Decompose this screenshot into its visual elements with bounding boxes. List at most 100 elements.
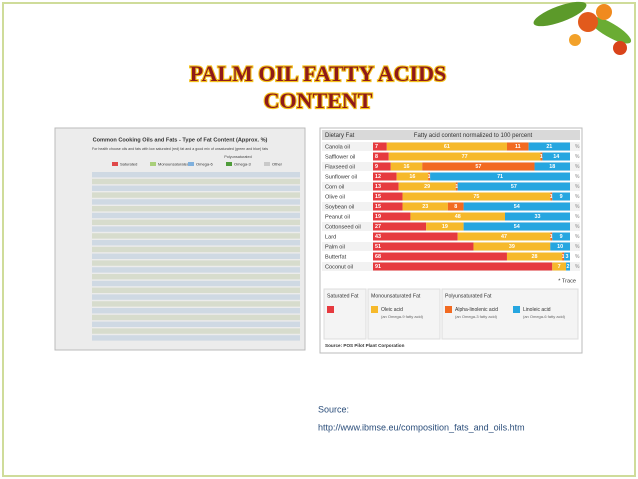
legend-swatch bbox=[188, 162, 194, 166]
value-label: 10 bbox=[557, 244, 563, 250]
legend-label: Monounsaturated bbox=[158, 162, 189, 167]
row-band bbox=[92, 253, 300, 259]
unit-label: % bbox=[575, 254, 580, 260]
row-band bbox=[92, 301, 300, 307]
value-label: 8 bbox=[454, 204, 457, 210]
category-label: Lard bbox=[325, 234, 336, 240]
legend-label: Omega-3 bbox=[234, 162, 251, 167]
row-band bbox=[92, 199, 300, 205]
title-line: CONTENT bbox=[264, 88, 373, 113]
bar-segment bbox=[373, 142, 387, 151]
value-label: 1 bbox=[550, 194, 553, 200]
legend-label: Saturated bbox=[120, 162, 137, 167]
row-band bbox=[92, 328, 300, 334]
legend-label: Oleic acid bbox=[381, 307, 403, 313]
bar-segment bbox=[562, 252, 565, 261]
bar-segment bbox=[402, 202, 448, 211]
bar-segment bbox=[566, 262, 570, 271]
right-chart-image: Dietary Fat Fatty acid content normalized… bbox=[319, 127, 583, 354]
left-chart-image: Common Cooking Oils and Fats - Type of F… bbox=[54, 127, 306, 351]
value-label: 1 bbox=[455, 184, 458, 190]
trace-note: * Trace bbox=[558, 278, 576, 284]
image-title: Common Cooking Oils and Fats - Type of F… bbox=[93, 137, 268, 143]
header-left: Dietary Fat bbox=[325, 133, 355, 139]
bar-segment bbox=[457, 232, 551, 241]
value-label: 16 bbox=[403, 164, 409, 170]
bar-segment bbox=[402, 192, 551, 201]
legend-note: (an Omega-9 fatty acid) bbox=[381, 314, 424, 319]
bar-segment bbox=[463, 222, 570, 231]
value-label: 23 bbox=[422, 204, 428, 210]
row-band bbox=[92, 287, 300, 293]
legend-label: Omega-6 bbox=[196, 162, 213, 167]
chart-source: Source: POS Pilot Plant Corporation bbox=[325, 343, 405, 348]
value-label: 8 bbox=[375, 154, 378, 160]
value-label: 15 bbox=[375, 194, 381, 200]
legend-group-title: Polyunsaturated Fat bbox=[445, 293, 492, 299]
row-band bbox=[92, 178, 300, 185]
value-label: 18 bbox=[549, 164, 555, 170]
bar-segment bbox=[550, 192, 553, 201]
header-bg bbox=[322, 130, 580, 140]
unit-label: % bbox=[575, 184, 580, 190]
legend-swatch bbox=[150, 162, 156, 166]
legend-box bbox=[367, 288, 441, 340]
value-label: 54 bbox=[514, 204, 520, 210]
legend-swatch bbox=[327, 306, 334, 313]
legend-box bbox=[323, 288, 367, 340]
bar-segment bbox=[373, 202, 403, 211]
bar-segment bbox=[534, 162, 570, 171]
bar-segment bbox=[426, 222, 464, 231]
value-label: 12 bbox=[375, 174, 381, 180]
legend-swatch bbox=[112, 162, 118, 166]
value-label: 43 bbox=[375, 234, 381, 240]
row-band bbox=[92, 212, 300, 219]
unit-label: % bbox=[575, 214, 580, 220]
bar-segment bbox=[550, 232, 553, 241]
unit-label: % bbox=[575, 194, 580, 200]
unit-label: % bbox=[575, 154, 580, 160]
value-label: 33 bbox=[534, 214, 540, 220]
bar-segment bbox=[455, 182, 458, 191]
value-label: 15 bbox=[375, 204, 381, 210]
bar-segment bbox=[373, 162, 391, 171]
value-label: 21 bbox=[546, 144, 552, 150]
value-label: 48 bbox=[455, 214, 461, 220]
legend-group: Polyunsaturated bbox=[224, 155, 251, 159]
bar-segment bbox=[506, 252, 563, 261]
bar-segment bbox=[373, 262, 553, 271]
row-band bbox=[92, 240, 300, 246]
category-label: Sunflower oil bbox=[325, 174, 357, 180]
legend-label: Linoleic acid bbox=[523, 307, 551, 313]
value-label: 7 bbox=[558, 264, 561, 270]
bar-segment bbox=[447, 202, 464, 211]
bar-segment bbox=[428, 172, 431, 181]
value-label: 1 bbox=[550, 234, 553, 240]
value-label: 75 bbox=[473, 194, 479, 200]
unit-label: % bbox=[575, 204, 580, 210]
value-label: 2 bbox=[567, 264, 570, 270]
bar-segment bbox=[390, 162, 423, 171]
value-label: 1 bbox=[562, 254, 565, 260]
row-band bbox=[92, 233, 300, 239]
bar-segment bbox=[504, 212, 570, 221]
row-band bbox=[92, 280, 300, 287]
row-band bbox=[92, 206, 300, 212]
category-label: Canola oil bbox=[325, 144, 350, 150]
row-band bbox=[92, 267, 300, 273]
category-label: Palm oil bbox=[325, 244, 345, 250]
bar-segment bbox=[398, 182, 456, 191]
value-label: 54 bbox=[514, 224, 520, 230]
value-label: 13 bbox=[375, 184, 381, 190]
legend-swatch bbox=[445, 306, 452, 313]
row-band bbox=[92, 294, 300, 300]
value-label: 57 bbox=[475, 164, 481, 170]
value-label: 68 bbox=[375, 254, 381, 260]
unit-label: % bbox=[575, 144, 580, 150]
decoration bbox=[533, 1, 632, 55]
bar-segment bbox=[473, 242, 551, 251]
row-band bbox=[92, 246, 300, 253]
header-right: Fatty acid content normalized to 100 per… bbox=[414, 133, 533, 139]
bar-segment bbox=[550, 242, 570, 251]
